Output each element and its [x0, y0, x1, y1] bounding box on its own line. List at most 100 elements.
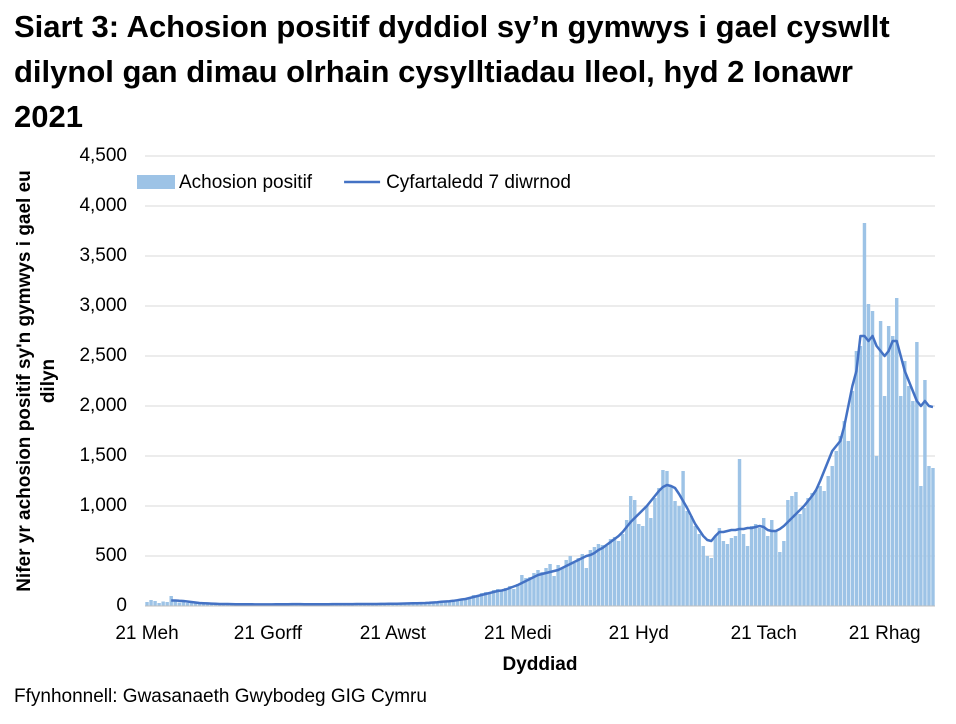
bar	[689, 516, 693, 606]
bar	[778, 552, 782, 606]
bar	[830, 466, 834, 606]
bar	[479, 593, 484, 606]
x-tick-label: 21 Awst	[360, 623, 427, 644]
bar	[165, 602, 169, 606]
bar	[572, 563, 576, 606]
bar	[576, 558, 581, 606]
bar	[834, 451, 838, 606]
bar	[753, 524, 758, 606]
line	[171, 334, 934, 606]
bar	[620, 534, 625, 606]
bar	[653, 498, 657, 606]
bar	[725, 544, 730, 606]
bar	[637, 524, 641, 606]
bar	[862, 223, 867, 606]
bar	[185, 603, 190, 606]
bar	[927, 466, 931, 606]
bar	[624, 520, 629, 606]
bar	[685, 511, 689, 606]
bar	[483, 592, 488, 606]
bar	[874, 456, 879, 606]
bar	[145, 602, 149, 606]
y-tick-label: 4,500	[79, 145, 127, 166]
bar	[205, 603, 210, 606]
bar	[749, 526, 754, 606]
bar	[495, 589, 500, 606]
bar	[761, 518, 766, 606]
x-tick-label: 21 Hyd	[609, 623, 669, 644]
bar	[431, 602, 435, 606]
bar	[786, 500, 790, 606]
bar	[677, 506, 681, 606]
y-tick-label: 4,000	[79, 195, 127, 216]
bar	[649, 518, 653, 606]
y-tick-label: 1,000	[79, 495, 127, 516]
bar	[673, 501, 677, 606]
bar	[399, 604, 403, 606]
bar	[878, 321, 883, 606]
bar	[721, 541, 726, 606]
bar	[737, 459, 742, 606]
bar	[854, 351, 859, 606]
bar	[153, 601, 157, 606]
bar	[798, 514, 802, 606]
bar	[770, 520, 774, 606]
bar	[681, 471, 685, 606]
bar	[209, 604, 214, 606]
bar	[717, 528, 722, 606]
bar	[701, 546, 705, 606]
chart-title: Siart 3: Achosion positif dyddiol sy’n g…	[14, 9, 890, 134]
bar	[435, 602, 439, 606]
x-axis-title: Dyddiad	[503, 654, 578, 675]
bar	[592, 547, 597, 606]
bar	[508, 586, 512, 606]
bar	[564, 560, 568, 606]
x-tick-label: 21 Meh	[115, 623, 178, 644]
bar	[693, 526, 697, 606]
y-tick-label: 2,500	[79, 345, 127, 366]
bar	[741, 534, 746, 606]
bar	[471, 595, 476, 606]
bar	[882, 396, 887, 606]
y-tick-label: 3,500	[79, 245, 127, 266]
legend-label: Achosion positif	[179, 172, 313, 193]
bar	[645, 506, 649, 606]
bar	[149, 600, 153, 606]
bar	[173, 601, 177, 606]
bar	[907, 386, 911, 606]
x-tick-label: 21 Gorff	[234, 623, 303, 644]
bar	[669, 486, 673, 606]
bar	[512, 589, 516, 606]
bar	[528, 577, 532, 606]
bar	[782, 541, 786, 606]
bar	[419, 603, 423, 606]
bar	[217, 604, 222, 606]
bar	[552, 576, 556, 606]
y-tick-label: 500	[95, 545, 127, 566]
bar	[520, 575, 524, 606]
bar	[919, 486, 923, 606]
bar	[705, 556, 709, 606]
bar	[911, 401, 915, 606]
bar	[850, 391, 855, 606]
bar	[588, 550, 593, 606]
bar	[766, 536, 770, 606]
bar	[915, 342, 919, 606]
bar	[524, 578, 528, 606]
bar	[822, 491, 826, 606]
bar	[790, 496, 794, 606]
bar	[504, 588, 508, 606]
bar	[459, 599, 464, 606]
bar	[814, 490, 818, 606]
y-tick-label: 2,000	[79, 395, 127, 416]
bar	[548, 564, 552, 606]
bar	[612, 537, 617, 606]
bar	[193, 603, 198, 606]
y-tick-label: 1,500	[79, 445, 127, 466]
legend-swatch	[137, 175, 175, 189]
bar	[846, 441, 851, 606]
bar	[641, 526, 645, 606]
bar	[890, 336, 895, 606]
